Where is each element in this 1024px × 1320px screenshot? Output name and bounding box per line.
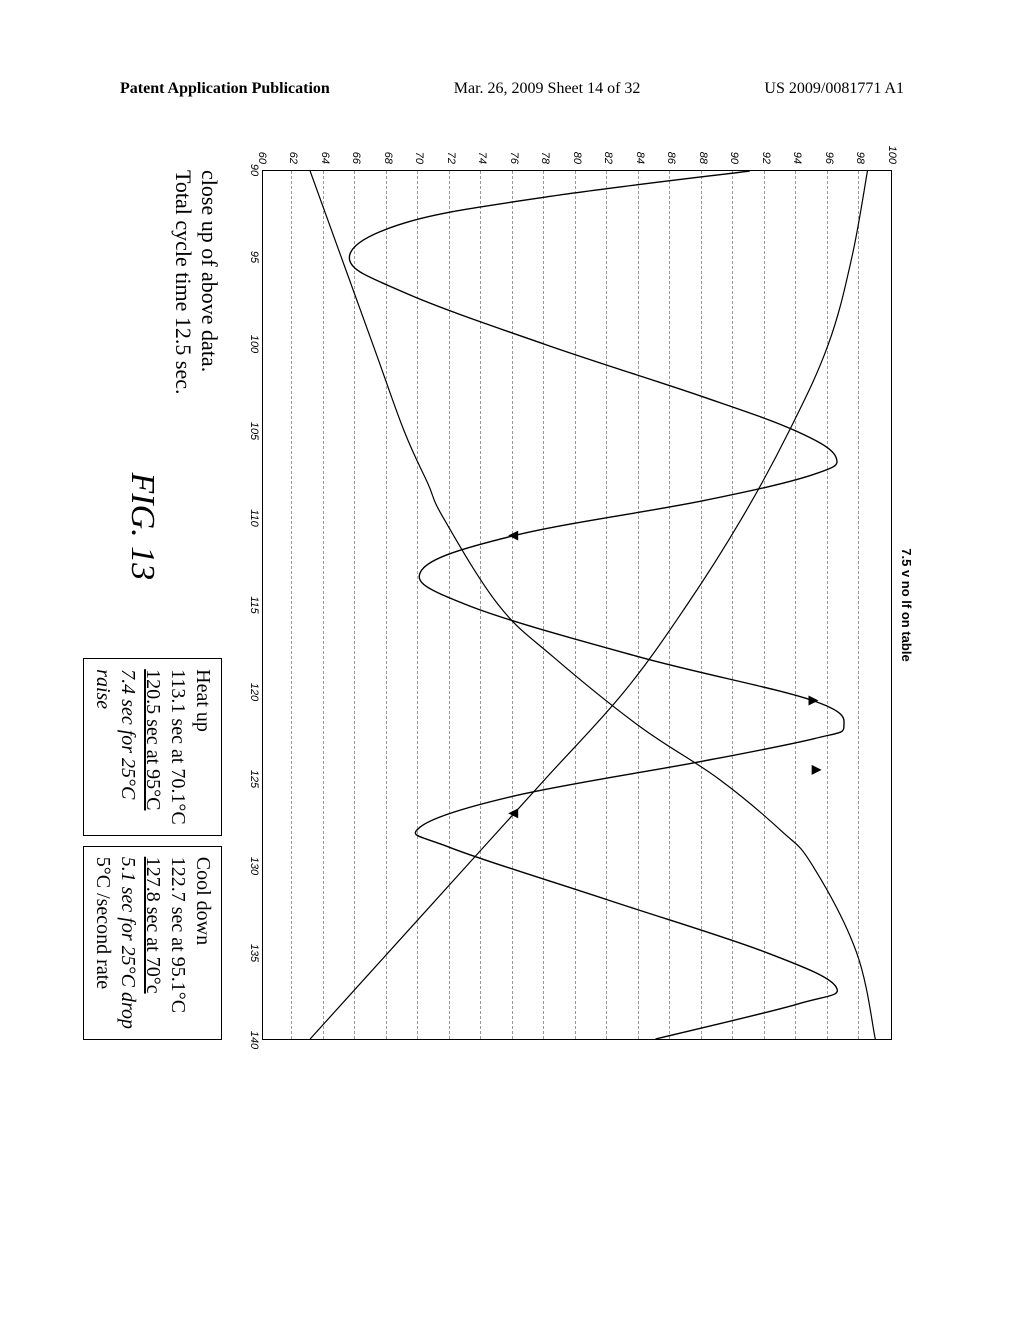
chart-svg — [263, 171, 891, 1039]
x-tick-label: 140 — [248, 1031, 260, 1049]
cooldown-box: Cool down 122.7 sec at 95.1°C 127.8 sec … — [83, 846, 222, 1040]
y-tick-label: 82 — [603, 152, 615, 164]
heatup-l3: 7.4 sec for 25°C — [115, 669, 140, 825]
cooldown-l3: 5.1 sec for 25°C drop — [115, 857, 140, 1029]
y-tick-label: 94 — [792, 152, 804, 164]
y-tick-label: 66 — [351, 152, 363, 164]
x-tick-label: 95 — [248, 251, 260, 263]
calc-boxes: Heat up 113.1 sec at 70.1°C 120.5 sec at… — [83, 658, 222, 1040]
figure-label: FIG. 13 — [124, 473, 162, 581]
cooldown-l4: 5°C /second rate — [90, 857, 115, 1029]
x-tick-label: 90 — [248, 164, 260, 176]
heatup-l2: 120.5 sec at 95°C — [140, 669, 165, 825]
y-tick-label: 72 — [445, 152, 457, 164]
y-tick-label: 64 — [319, 152, 331, 164]
y-tick-label: 60 — [256, 152, 268, 164]
y-tick-label: 98 — [855, 152, 867, 164]
y-tick-label: 96 — [823, 152, 835, 164]
x-tick-label: 135 — [248, 944, 260, 962]
y-tick-label: 76 — [508, 152, 520, 164]
cooldown-l1: 122.7 sec at 95.1°C — [165, 857, 190, 1029]
y-tick-label: 78 — [540, 152, 552, 164]
x-tick-label: 110 — [248, 509, 260, 527]
cooldown-title: Cool down — [190, 857, 215, 1029]
cooldown-l2: 127.8 sec at 70°c — [140, 857, 165, 1029]
heatup-l1: 113.1 sec at 70.1°C — [165, 669, 190, 825]
y-tick-label: 80 — [571, 152, 583, 164]
rotated-figure-content: 7.5 v no lf on table 60 62 64 66 68 70 72 74 76 7… — [102, 120, 922, 1200]
header-center: Mar. 26, 2009 Sheet 14 of 32 — [454, 80, 641, 98]
y-tick-label: 90 — [729, 152, 741, 164]
below-chart-row: close up of above data. Total cycle time… — [83, 170, 222, 1040]
caption-line2: Total cycle time 12.5 sec. — [169, 170, 195, 395]
page-header: Patent Application Publication Mar. 26, … — [0, 80, 1024, 98]
x-tick-label: 100 — [248, 335, 260, 353]
heatup-box: Heat up 113.1 sec at 70.1°C 120.5 sec at… — [83, 658, 222, 836]
y-tick-label: 68 — [382, 152, 394, 164]
x-tick-label: 125 — [248, 770, 260, 788]
caption-line1: close up of above data. — [196, 170, 222, 395]
y-tick-label: 88 — [697, 152, 709, 164]
y-tick-label: 84 — [634, 152, 646, 164]
x-axis-labels: 9095100105110115120125130135140 — [240, 170, 260, 1040]
chart-title: 7.5 v no lf on table — [899, 170, 914, 1040]
chart-plot-area — [262, 170, 892, 1040]
x-tick-label: 115 — [248, 596, 260, 614]
y-tick-label: 62 — [288, 152, 300, 164]
y-tick-label: 100 — [886, 146, 898, 164]
y-tick-label: 92 — [760, 152, 772, 164]
y-tick-label: 86 — [666, 152, 678, 164]
y-tick-label: 74 — [477, 152, 489, 164]
caption-text: close up of above data. Total cycle time… — [169, 170, 222, 395]
y-axis-labels: 6062646668707274767880828486889092949698… — [262, 120, 892, 168]
x-tick-label: 120 — [248, 683, 260, 701]
header-right: US 2009/0081771 A1 — [764, 80, 904, 98]
heatup-title: Heat up — [190, 669, 215, 825]
y-tick-label: 70 — [414, 152, 426, 164]
x-tick-label: 130 — [248, 857, 260, 875]
heatup-l4: raise — [90, 669, 115, 825]
x-tick-label: 105 — [248, 422, 260, 440]
header-left: Patent Application Publication — [120, 80, 330, 98]
